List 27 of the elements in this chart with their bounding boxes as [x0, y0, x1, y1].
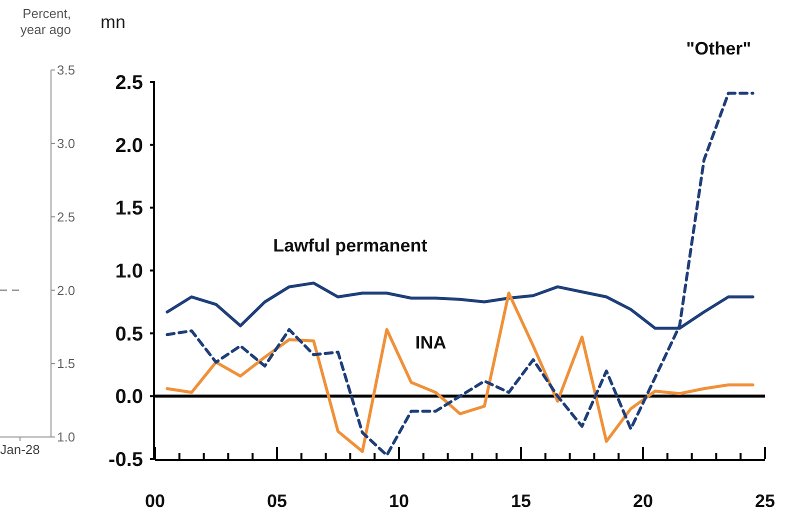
x-tick-label: 15 [510, 491, 532, 511]
y-tick-label: 2.5 [57, 209, 76, 224]
y-tick-label: 1.0 [115, 260, 143, 282]
x-tick-label: 00 [144, 491, 166, 511]
x-tick-label: 10 [388, 491, 410, 511]
series-label: "Other" [686, 38, 752, 58]
y-tick-label: -0.5 [108, 449, 143, 471]
line-series [166, 92, 754, 457]
x-tick-label: 25 [754, 491, 776, 511]
y-axis-title: Percent, year ago [20, 6, 71, 37]
x-tick-label: 05 [266, 491, 288, 511]
y-tick-label: 2.5 [115, 72, 143, 94]
y-tick-label: 2.0 [57, 282, 76, 298]
y-tick-label: 2.0 [115, 134, 143, 157]
y-tick-label: 3.5 [57, 62, 76, 78]
y-tick-label: 1.5 [115, 198, 143, 220]
line-series [166, 292, 754, 453]
x-tick-label: Jan-28 [0, 442, 40, 457]
y-tick-label: 1.0 [57, 430, 76, 445]
y-tick-label: 0.5 [115, 323, 143, 346]
y-tick-label: 0.0 [115, 386, 143, 408]
y-tick-label: 1.5 [57, 356, 76, 372]
y-tick-label: 3.0 [57, 136, 76, 151]
x-tick-label: 20 [632, 491, 654, 511]
series-label: Lawful permanent [273, 236, 428, 256]
series-label: INA [415, 332, 446, 352]
y-axis-title: mn [100, 12, 126, 32]
